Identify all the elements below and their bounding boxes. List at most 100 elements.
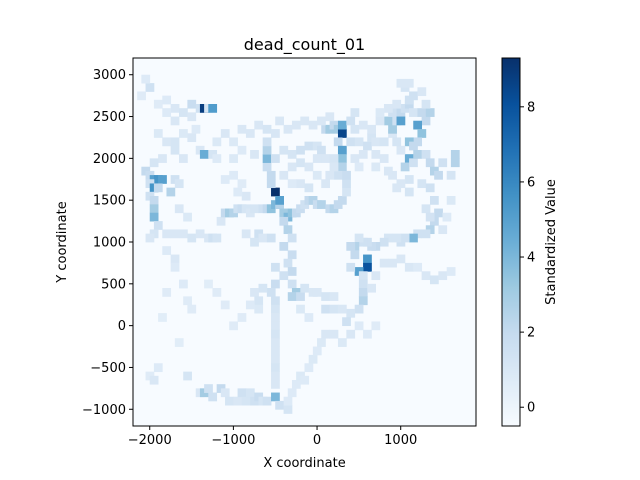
heatmap-cell [271,371,280,381]
heatmap-cell [329,329,339,339]
heatmap-cell [245,300,255,310]
heatmap-cell [258,233,268,243]
heatmap-cell [212,137,222,147]
y-tick-label: 500 [101,277,126,292]
heatmap-cell [233,187,243,197]
heatmap-cell [208,392,218,402]
heatmap-cell [287,267,297,276]
heatmap-cell [413,262,423,272]
heatmap-cell [379,137,389,147]
heatmap-cell [271,129,280,138]
heatmap-cell [354,321,364,331]
heatmap-cell [438,158,448,168]
heatmap-cell [162,288,172,297]
heatmap-cell [429,196,439,205]
heatmap-cell [337,304,347,314]
heatmap-cell [179,154,188,163]
heatmap-cell [162,108,172,117]
heatmap-cell [262,162,272,172]
heatmap-cell [271,187,280,197]
heatmap-cell [271,346,280,356]
heatmap-cell [371,321,381,331]
heatmap-cell [266,233,276,243]
heatmap-cell [346,308,356,318]
heatmap-cell [233,396,243,406]
heatmap-cell [250,237,259,247]
heatmap-cell [287,292,297,301]
heatmap-cell [413,150,423,159]
heatmap-cell [342,170,351,180]
heatmap-cell [450,158,460,168]
heatmap-cell [275,196,284,205]
heatmap-cell [162,229,172,239]
heatmap-cell [421,116,431,126]
heatmap-cell [141,74,151,84]
heatmap-cell [283,396,293,406]
heatmap-cell [300,375,310,385]
heatmap-cell [212,154,222,163]
heatmap-cell [283,258,293,268]
heatmap-cell [383,104,393,113]
heatmap-cell [153,221,163,230]
heatmap-cell [250,150,259,159]
heatmap-cell [187,112,197,122]
y-tick-label: 1500 [93,194,126,209]
heatmap-cell [275,116,284,126]
heatmap-cell [237,313,247,322]
heatmap-cell [191,124,201,134]
heatmap-cell [229,170,238,180]
heatmap-cell [296,179,305,189]
heatmap-cell [170,229,180,239]
heatmap-cell [342,179,351,189]
heatmap-cell [271,296,280,306]
heatmap-cell [304,183,314,193]
heatmap-cell [346,242,356,251]
heatmap-cell [375,108,385,117]
heatmap-cell [333,137,343,147]
heatmap-cell [396,254,406,264]
heatmap-cell [287,179,297,189]
heatmap-cell [137,91,146,101]
heatmap-cell [337,338,347,347]
heatmap-cell [237,124,247,134]
heatmap-cell [266,170,276,180]
heatmap-cell [329,292,339,301]
heatmap-cell [383,166,393,176]
heatmap-cell [229,154,238,163]
heatmap-cell [153,363,163,373]
heatmap-cell [413,120,423,130]
heatmap-cell [145,233,155,243]
heatmap-cell [287,162,297,172]
heatmap-cell [179,229,188,239]
heatmap-cell [287,150,297,159]
heatmap-cell [149,196,159,205]
heatmap-cell [153,99,163,109]
heatmap-cell [254,120,264,130]
heatmap-cell [354,233,364,243]
heatmap-cell [279,145,289,155]
heatmap-cell [183,212,192,222]
x-axis-ticks: −2000 −1000 0 1000 [128,426,417,448]
heatmap-cell [321,304,330,314]
heatmap-cell [149,158,159,168]
heatmap-cell [425,158,435,168]
heatmap-cell [170,262,180,272]
heatmap-cell [346,137,356,147]
heatmap-cell [241,396,251,406]
heatmap-cell [187,304,197,314]
colorbar-ticks: 0 2 4 6 8 [520,100,535,416]
heatmap-cell [434,170,443,180]
heatmap-cell [337,120,347,130]
heatmap-cell [354,162,364,172]
heatmap-cell [312,346,322,356]
heatmap-cell [262,145,272,155]
heatmap-cell [170,116,180,126]
heatmap-cell [329,154,339,163]
heatmap-cell [312,288,322,297]
heatmap-cell [287,233,297,243]
heatmap-cell [400,162,410,172]
x-axis-label: X coordinate [263,456,345,471]
heatmap-cell [388,124,397,134]
heatmap-cell [358,279,368,289]
heatmap-cell [379,258,389,268]
